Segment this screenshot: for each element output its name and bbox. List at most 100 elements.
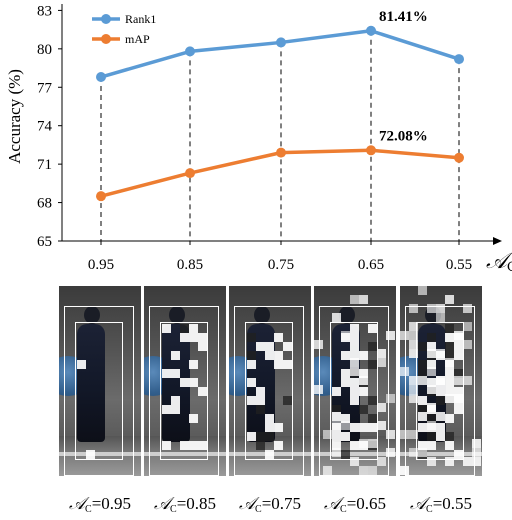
patch-mask [86, 450, 95, 459]
patch-mask [445, 441, 454, 450]
patch-mask [162, 441, 171, 450]
patch-mask [427, 421, 436, 430]
point-map-0.85 [185, 168, 195, 179]
caption-symbol: 𝒜 [238, 494, 256, 514]
patch-mask [350, 441, 359, 450]
chart-guide-lines [100, 30, 460, 241]
y-tick-label: 80 [37, 42, 52, 58]
patch-mask [368, 423, 377, 432]
patch-mask [341, 432, 350, 441]
patch-mask [436, 313, 445, 322]
patch-mask [180, 324, 189, 333]
occlusion-panel [144, 286, 226, 476]
patch-mask [359, 387, 368, 396]
patch-mask [189, 360, 198, 369]
patch-mask [350, 342, 359, 351]
inner-bounding-box [75, 322, 123, 460]
patch-mask [368, 342, 377, 351]
patch-mask [189, 441, 198, 450]
patch-mask [463, 376, 472, 385]
panel-caption: 𝒜C=0.95 [52, 494, 148, 515]
patch-mask [256, 432, 265, 441]
point-rank1-0.65 [366, 25, 376, 36]
patch-mask [409, 304, 418, 313]
patch-mask [409, 349, 418, 358]
patch-mask [418, 405, 427, 414]
patch-mask [427, 349, 436, 358]
patch-mask [386, 394, 395, 403]
patch-mask [247, 333, 256, 342]
patch-mask [274, 333, 283, 342]
patch-mask [409, 394, 418, 403]
patch-mask [265, 351, 274, 360]
patch-mask [189, 324, 198, 333]
patch-mask [472, 439, 481, 448]
patch-mask [418, 448, 427, 457]
caption-subscript: C [255, 504, 262, 515]
patch-mask [427, 385, 436, 394]
point-map-0.75 [276, 147, 286, 158]
inner-bounding-box [245, 322, 293, 460]
y-tick-label: 71 [37, 157, 52, 173]
patch-mask [386, 430, 395, 439]
chart-legend: Rank1 mAP [92, 12, 156, 46]
patch-mask [332, 421, 341, 430]
person-head [254, 306, 270, 324]
patch-mask [359, 295, 368, 304]
patch-mask [445, 414, 454, 423]
point-map-0.95 [96, 191, 106, 202]
patch-mask [341, 414, 350, 423]
patch-mask [454, 405, 463, 414]
patch-mask [171, 351, 180, 360]
patch-mask [341, 331, 350, 340]
patch-mask [427, 432, 436, 441]
patch-mask [341, 421, 350, 430]
caption-subscript: C [85, 504, 92, 515]
panel-caption: 𝒜C=0.75 [222, 494, 318, 515]
y-axis-label: Accuracy (%) [5, 69, 24, 164]
patch-mask [171, 396, 180, 405]
caption-subscript: C [426, 504, 433, 515]
patch-mask [368, 439, 377, 448]
caption-subscript: C [170, 504, 177, 515]
patch-mask [418, 396, 427, 405]
x-axis-label: 𝒜C [486, 249, 512, 275]
outer-bounding-box [149, 306, 219, 476]
patch-mask [359, 369, 368, 378]
occlusion-panel [400, 286, 482, 476]
patch-mask [377, 457, 386, 466]
patch-mask [427, 333, 436, 342]
patch-mask [436, 376, 445, 385]
person-silhouette [77, 324, 105, 442]
patch-mask [409, 340, 418, 349]
patch-mask [454, 394, 463, 403]
patch-mask [198, 342, 207, 351]
patch-mask [359, 423, 368, 432]
patch-mask [409, 448, 418, 457]
point-map-0.65 [366, 145, 376, 156]
patch-mask [314, 340, 323, 349]
patch-mask [377, 349, 386, 358]
patch-mask [454, 376, 463, 385]
patch-mask [180, 441, 189, 450]
patch-mask [418, 342, 427, 351]
caption-symbol: 𝒜 [153, 494, 171, 514]
patch-mask [436, 432, 445, 441]
patch-mask [445, 342, 454, 351]
patch-mask [418, 369, 427, 378]
chart-axes: 65 68 71 74 77 80 83 0.95 0.85 0.75 0.65 0.55 [37, 3, 502, 273]
patch-mask [436, 304, 445, 313]
point-map-0.55 [454, 152, 464, 163]
patch-mask [283, 342, 292, 351]
patch-mask [341, 351, 350, 360]
patch-mask [445, 295, 454, 304]
person-head [339, 306, 355, 324]
legend-label: mAP [125, 32, 150, 46]
patch-mask [198, 441, 207, 450]
patch-mask [350, 295, 359, 304]
point-rank1-0.95 [96, 72, 106, 83]
y-tick-label: 68 [37, 196, 52, 212]
patch-mask [445, 432, 454, 441]
patch-mask [332, 313, 341, 322]
y-tick-label: 77 [37, 80, 53, 96]
